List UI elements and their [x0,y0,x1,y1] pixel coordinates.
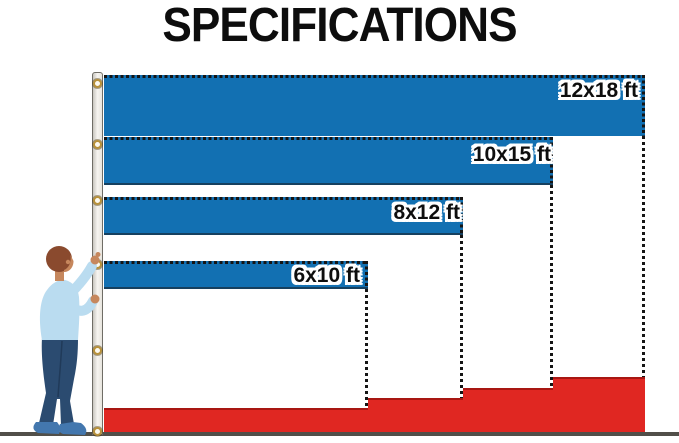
grommet-icon [93,79,102,88]
guide-line-12x18 [642,136,645,433]
grommet-icon [93,196,102,205]
red-base-step-8x12 [368,398,463,433]
stitch-line-top-icon [104,75,645,78]
stitch-line-right-icon [550,137,553,183]
flag-bar-6x10 [104,261,368,289]
stitch-line-right-icon [460,197,463,233]
grommet-icon [93,346,102,355]
guide-line-6x10 [365,289,368,433]
ground-line [0,432,679,436]
stitch-line-right-icon [642,75,645,136]
person-illustration [33,246,101,435]
stitch-line-top-icon [104,261,368,264]
guide-line-10x15 [550,185,553,433]
flag-bar-10x15 [104,137,553,185]
stitch-line-top-icon [104,137,553,140]
stitch-line-top-icon [104,197,463,200]
grommet-icon [93,140,102,149]
flag-size-label-8x12: 8x12 ft [393,201,460,224]
red-base-step-6x10 [104,408,368,433]
flag-size-label-12x18: 12x18 ft [559,79,638,102]
guide-line-8x12 [460,235,463,433]
red-base-step-10x15 [463,388,553,433]
grommet-icon [93,427,102,436]
red-base-step-12x18 [553,377,645,433]
page-title: SPECIFICATIONS [162,0,517,52]
flag-size-label-6x10: 6x10 ft [293,264,360,287]
flag-size-label-10x15: 10x15 ft [472,143,551,166]
flag-bar-8x12 [104,197,463,235]
flag-bar-12x18 [104,75,645,136]
stitch-line-right-icon [365,261,368,287]
